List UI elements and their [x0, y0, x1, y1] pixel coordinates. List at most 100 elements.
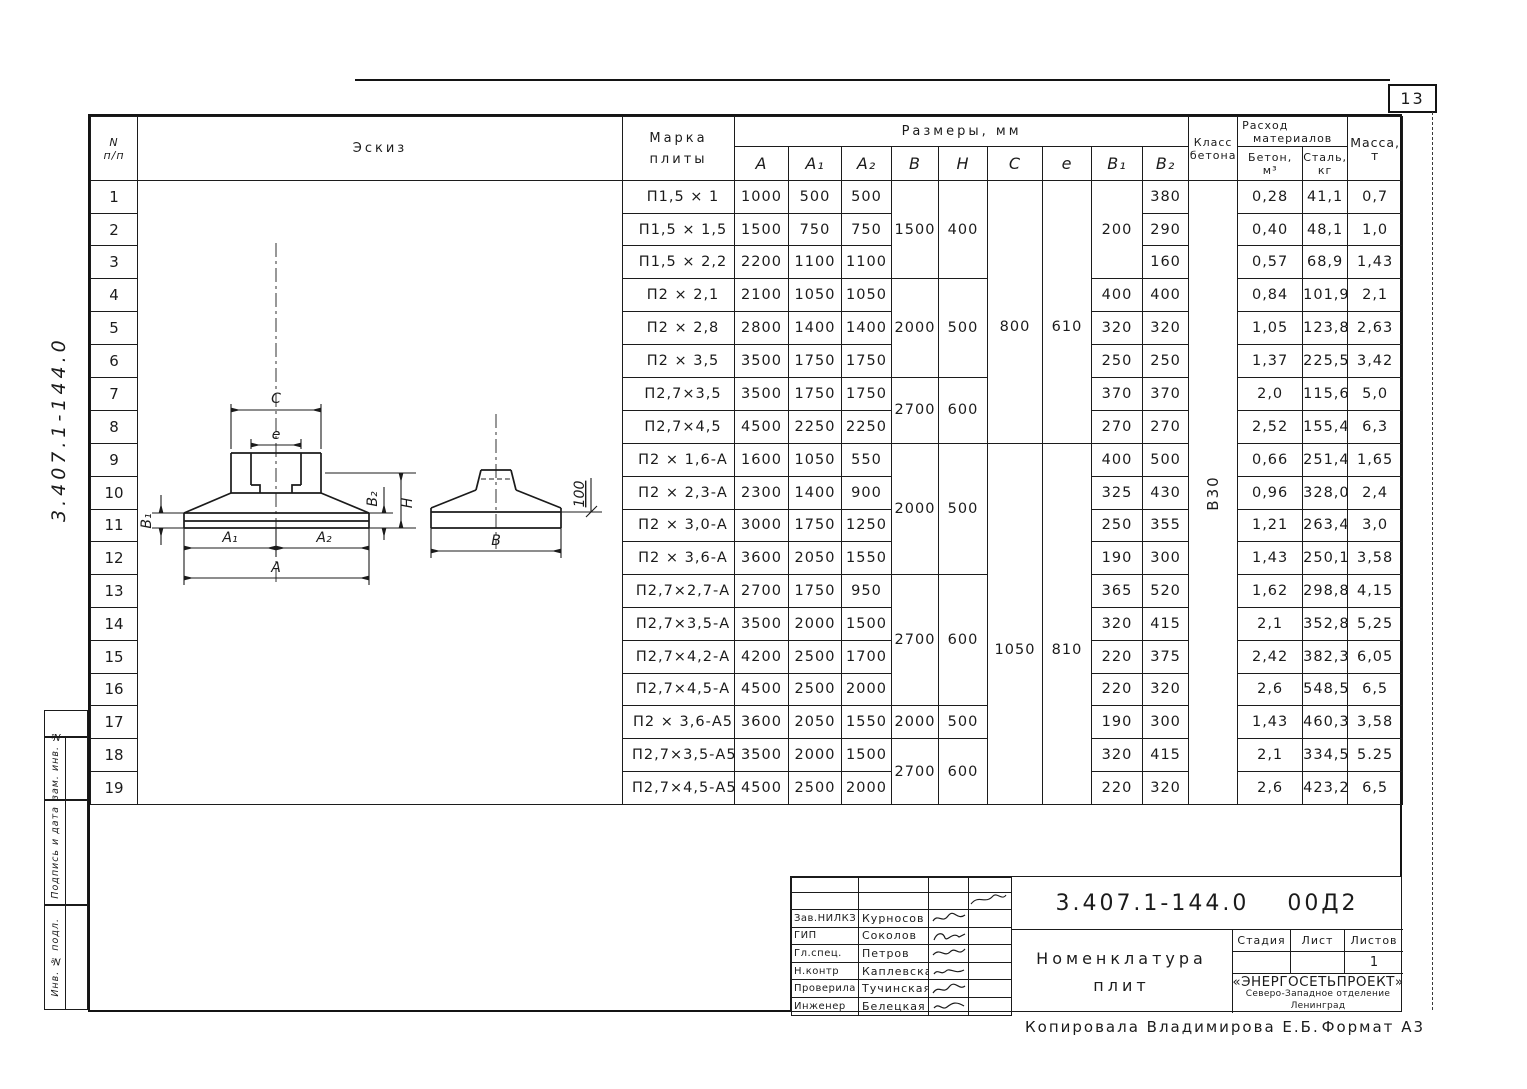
sheet-top-edge-line [355, 79, 1390, 81]
dim-label-e: е [271, 427, 280, 443]
person-name: Курносов [858, 909, 929, 928]
header-col-b1: В₁ [1091, 146, 1143, 181]
person-name: Соколов [858, 926, 929, 946]
cell-b1: 370 [1091, 376, 1143, 411]
cell-steel: 382,3 [1302, 639, 1349, 674]
person-role: Н.контр [791, 961, 859, 981]
header-materials: Расход материалов [1237, 116, 1349, 147]
cell-h: 500 [938, 705, 988, 739]
table-row: 4 П2 × 2,1 2100 1050 1050 2000 500 400 4… [90, 278, 1404, 378]
title-block: Зав.НИЛКЗ Курносов ГИП Соколов Гл.спец. … [790, 876, 1403, 1016]
table-row: 2 П1,5 × 1,5 1500 750 750 290 0,40 48,1 … [90, 212, 1404, 247]
header-col-b: В [891, 146, 939, 181]
cell-b2: 375 [1141, 639, 1190, 674]
signature-icon [931, 913, 965, 922]
dim-label-edge: 100 [572, 481, 588, 508]
signature-cell [928, 979, 969, 998]
cell-a1: 1400 [788, 475, 842, 510]
cell-b1: 400 [1091, 442, 1143, 477]
cell-b: 2000 [891, 278, 939, 378]
cell-a: 4200 [734, 639, 789, 674]
cell-a: 3000 [734, 508, 789, 543]
stamp-label: Подпись и дата [49, 806, 61, 899]
cell-e: 810 [1042, 442, 1092, 806]
cell-a2: 1400 [841, 311, 892, 346]
cell-mark: П2,7×3,5-А [622, 607, 735, 641]
cell-a: 4500 [734, 771, 789, 805]
cell-concrete: 1,43 [1237, 705, 1304, 739]
cell-b2: 430 [1141, 475, 1190, 510]
cell-num: 15 [90, 639, 138, 674]
cell-b2: 355 [1141, 508, 1190, 543]
cell-a2: 950 [841, 573, 892, 609]
cell-num: 5 [90, 311, 138, 346]
cell-a2: 2000 [841, 771, 892, 805]
header-mass: Масса, т [1347, 116, 1404, 181]
cell-concrete: 1,62 [1237, 573, 1304, 609]
cell-steel: 101,9 [1302, 278, 1349, 313]
cell-mass: 3,58 [1347, 705, 1404, 739]
cell-b: 2700 [891, 738, 939, 805]
cell-mark: П1,5 × 1,5 [622, 212, 735, 247]
person-role: Зав.НИЛКЗ [791, 909, 859, 928]
table-row: 7 П2,7×3,5 3500 1750 1750 2700 600 370 3… [90, 376, 1404, 444]
cell-steel: 48,1 [1302, 212, 1349, 247]
cell-a1: 750 [788, 212, 842, 247]
cell-steel: 68,9 [1302, 245, 1349, 280]
sheet-label: Лист [1291, 930, 1345, 952]
cell-steel: 263,4 [1302, 508, 1349, 543]
cell-concrete: 2,52 [1237, 409, 1304, 444]
cell-a1: 1750 [788, 573, 842, 609]
cell-mass: 3,42 [1347, 344, 1404, 378]
copied-by: Копировала Владимирова Е.Б. [1025, 1018, 1320, 1036]
signature-icon [933, 969, 964, 975]
cell-mass: 4,15 [1347, 573, 1404, 609]
cell-b1: 220 [1091, 771, 1143, 805]
cell-concrete: 1,43 [1237, 541, 1304, 575]
signature-cell [928, 961, 969, 981]
cell-a1: 1100 [788, 245, 842, 280]
stamp-label-box: Подпись и дата [45, 801, 66, 904]
cell-a1: 2500 [788, 672, 842, 707]
cell-b1: 220 [1091, 672, 1143, 707]
header-col-a: А [734, 146, 789, 181]
cell-mass: 6,05 [1347, 639, 1404, 674]
cell-num: 17 [90, 705, 138, 739]
cell-a2: 1750 [841, 344, 892, 378]
cell-steel: 334,5 [1302, 737, 1349, 773]
cell-steel: 460,3 [1302, 705, 1349, 739]
cell-steel: 423,2 [1302, 771, 1349, 805]
cell-h: 600 [938, 738, 988, 805]
cell-mark: П2,7×3,5 [622, 376, 735, 411]
cell-mark: П2 × 1,6-А [622, 442, 735, 477]
cell-h: 500 [938, 442, 988, 575]
cell-b2: 300 [1141, 705, 1190, 739]
cell-b2: 500 [1141, 442, 1190, 477]
signature-cell [928, 944, 969, 963]
cell-b: 2700 [891, 376, 939, 444]
cell-concrete: 0,66 [1237, 442, 1304, 477]
cell-a1: 2000 [788, 737, 842, 773]
cell-concrete: 2,42 [1237, 639, 1304, 674]
cell-b2: 320 [1141, 672, 1190, 707]
cell-a: 2100 [734, 278, 789, 313]
cell-num: 16 [90, 672, 138, 707]
person-role: Проверила [791, 979, 859, 998]
cell-a: 3500 [734, 344, 789, 378]
sheet-right-trim-line [1432, 112, 1433, 1010]
cell-mark: П2 × 2,3-А [622, 475, 735, 510]
cell-mass: 2,4 [1347, 475, 1404, 510]
cell-mass: 5.25 [1347, 737, 1404, 773]
dim-label-b2: В₂ [365, 491, 381, 507]
cell-a1: 1050 [788, 442, 842, 477]
sheets-label: Листов [1345, 930, 1403, 952]
header-col-b2: В₂ [1141, 146, 1190, 181]
cell-a1: 1750 [788, 344, 842, 378]
cell-b1: 400 [1091, 278, 1143, 313]
cell-b1: 320 [1091, 607, 1143, 641]
signature-cell [928, 909, 969, 928]
cell-a1: 1750 [788, 508, 842, 543]
header-sketch: Эскиз [137, 116, 623, 181]
